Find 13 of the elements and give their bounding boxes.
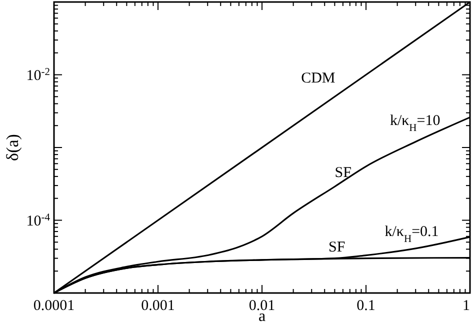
annotation: SF (328, 239, 346, 256)
annotation: k/κ$_{H}$=0.1 (384, 224, 439, 245)
annotation: CDM (301, 70, 336, 87)
y-tick-label: 10$^{-2}$ (26, 66, 50, 84)
y-axis-title: δ(a) (3, 134, 22, 161)
annotation: k/κ$_{H}$=10 (390, 112, 440, 134)
y-tick-label: 10$^{-4}$ (26, 212, 51, 230)
x-tick-label: 0.01 (248, 298, 276, 314)
x-tick-label: 0.001 (141, 298, 175, 314)
x-tick-label: 0.1 (356, 298, 376, 314)
x-tick-label: 1 (462, 298, 470, 314)
x-tick-label: 0.0001 (33, 298, 75, 314)
annotation: SF (334, 165, 352, 182)
